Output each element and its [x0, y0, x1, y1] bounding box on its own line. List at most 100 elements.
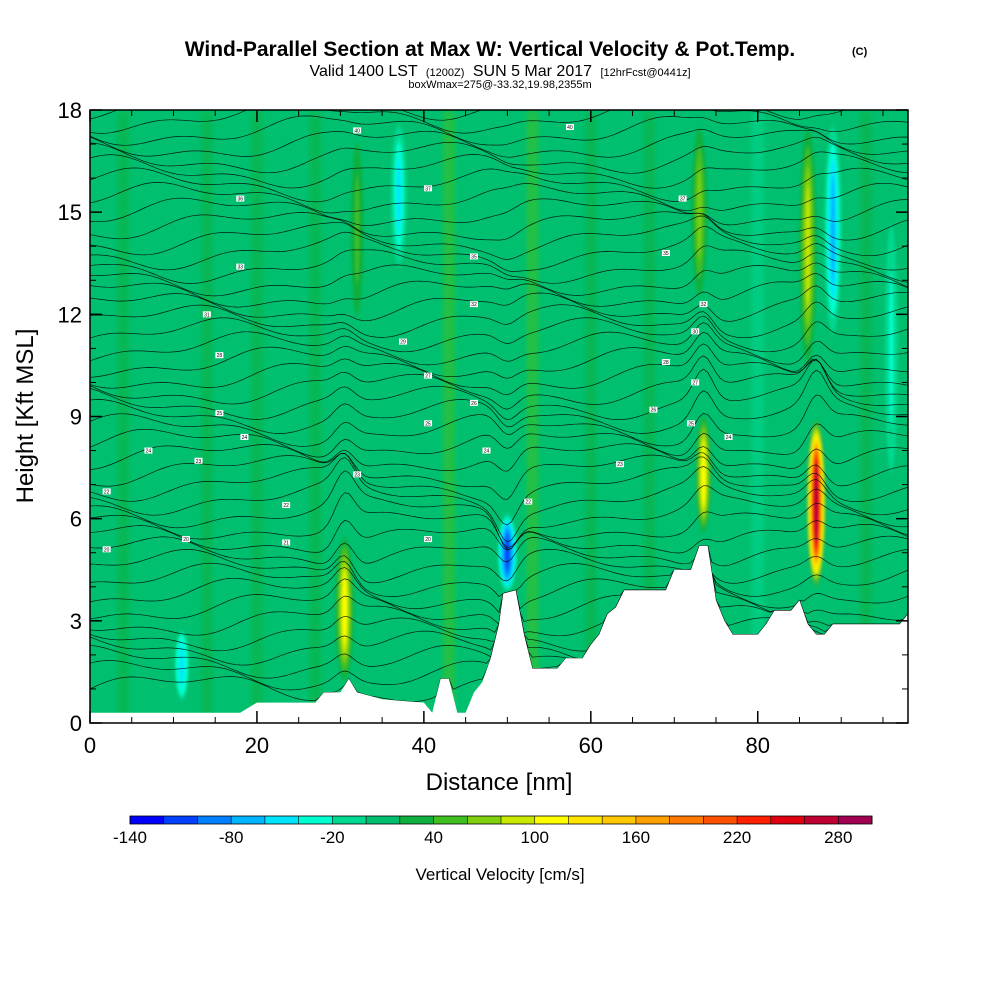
isentrope-line	[90, 423, 908, 458]
isentrope-label: 20	[181, 536, 190, 543]
isentrope-label: 25	[686, 420, 695, 427]
velocity-core-14	[605, 228, 610, 367]
isentrope-label: 24	[724, 433, 733, 441]
isentropes	[90, 110, 908, 702]
isentrope-label: 23	[353, 471, 362, 478]
svg-text:32: 32	[471, 302, 477, 308]
colorbar-tick-label: 100	[521, 828, 549, 847]
isentrope-line	[90, 470, 908, 550]
isentrope-line	[90, 355, 908, 410]
svg-text:22: 22	[525, 500, 531, 506]
x-tick-label: 20	[245, 733, 269, 758]
svg-text:23: 23	[354, 472, 360, 478]
isentrope-line	[90, 211, 908, 241]
svg-text:25: 25	[217, 411, 223, 417]
colorbar-tick-label: -20	[320, 828, 345, 847]
velocity-band	[605, 228, 610, 367]
y-tick-label: 9	[70, 405, 82, 430]
x-tick-label: 40	[412, 733, 436, 758]
velocity-band	[830, 175, 835, 283]
velocity-band	[701, 442, 706, 507]
colorbar-tick-label: 220	[723, 828, 751, 847]
isentrope-line	[90, 359, 908, 421]
isentrope-label: 28	[661, 359, 670, 366]
isentrope-line	[90, 545, 908, 597]
svg-text:40: 40	[567, 125, 573, 131]
y-axis-label: Height [Kft MSL]	[12, 329, 39, 504]
x-tick-label: 80	[746, 733, 770, 758]
x-tick-label: 60	[579, 733, 603, 758]
svg-text:20: 20	[425, 537, 431, 543]
isentrope-label: 33	[236, 263, 245, 271]
isentrope-label: 32	[699, 301, 708, 308]
velocity-band	[889, 271, 894, 426]
field-stripe	[643, 110, 656, 723]
field-stripe	[200, 110, 213, 723]
velocity-core-6	[691, 128, 708, 296]
isentrope-label: 27	[691, 379, 700, 386]
isentrope-label: 25	[215, 410, 224, 417]
isentrope-line	[90, 457, 908, 543]
svg-text:35: 35	[663, 251, 669, 257]
svg-text:24: 24	[726, 435, 732, 441]
colorbar-swatch	[737, 816, 772, 824]
isentrope-label: 26	[469, 399, 478, 407]
svg-text:23: 23	[196, 459, 202, 465]
velocity-band	[505, 534, 510, 572]
isentrope-line	[90, 315, 908, 353]
isentrope-line	[90, 452, 908, 500]
isentrope-line	[90, 520, 908, 554]
field-stripe	[250, 110, 263, 723]
svg-text:22: 22	[104, 489, 110, 495]
y-tick-label: 12	[58, 302, 82, 327]
valid-time-line: Valid 1400 LST (1200Z) SUN 5 Mar 2017 [1…	[309, 63, 690, 80]
isentrope-label: 35	[661, 250, 670, 257]
isentrope-label: 32	[469, 301, 478, 308]
isentrope-line	[90, 443, 908, 472]
isentrope-line	[90, 262, 908, 297]
isentrope-label: 28	[215, 352, 224, 359]
svg-text:23: 23	[617, 462, 623, 468]
isentrope-line	[90, 110, 908, 134]
velocity-core-0	[335, 537, 354, 681]
isentrope-label: 36	[236, 195, 245, 203]
velocity-field	[117, 110, 898, 723]
colorbar-swatch	[197, 816, 232, 824]
chart-title: Wind-Parallel Section at Max W: Vertical…	[185, 38, 796, 61]
isentrope-line	[90, 545, 908, 584]
colorbar-swatch	[332, 816, 367, 824]
svg-text:28: 28	[217, 353, 223, 359]
isentrope-label: 22	[282, 502, 291, 509]
isentrope-label: 40	[353, 127, 362, 134]
svg-text:22: 22	[283, 503, 289, 509]
isentrope-line	[90, 545, 908, 614]
colorbar-swatch	[602, 816, 637, 824]
colorbar-swatch	[703, 816, 738, 824]
colorbar-swatch	[635, 816, 670, 824]
colorbar-swatch	[298, 816, 333, 824]
svg-text:27: 27	[692, 380, 698, 386]
svg-text:25: 25	[425, 421, 431, 427]
velocity-band	[138, 184, 143, 308]
colorbar-swatch	[669, 816, 704, 824]
field-stripe	[751, 110, 764, 723]
isentrope-line	[90, 322, 908, 366]
isentrope-line	[90, 115, 908, 146]
svg-text:40: 40	[354, 128, 360, 134]
velocity-band	[697, 166, 702, 259]
colorbar-swatch	[534, 816, 569, 824]
isentrope-line	[90, 151, 908, 189]
colorbar-swatch	[804, 816, 839, 824]
valid-date: SUN 5 Mar 2017	[473, 63, 592, 80]
terrain	[90, 545, 908, 723]
colorbar-tick-label: 40	[424, 828, 443, 847]
y-tick-label: 15	[58, 200, 82, 225]
velocity-core-10	[884, 224, 898, 472]
isentrope-line	[90, 369, 908, 434]
isentrope-line	[90, 197, 908, 226]
box-info: boxWmax=275@-33.32,19.98,2355m	[408, 79, 591, 91]
svg-text:24: 24	[242, 435, 248, 441]
colorbar-swatch	[838, 816, 873, 824]
